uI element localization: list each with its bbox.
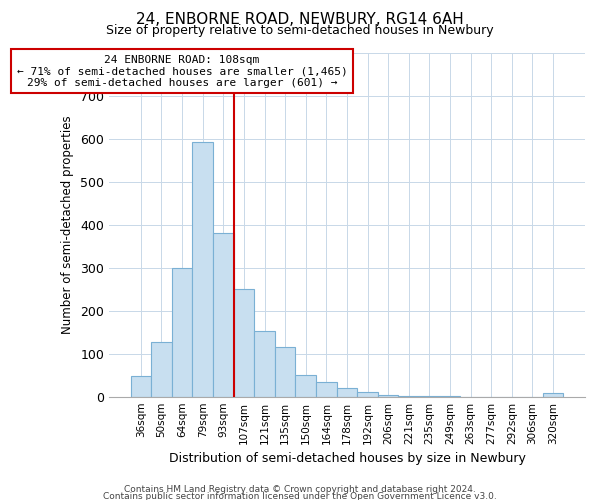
- Text: Contains public sector information licensed under the Open Government Licence v3: Contains public sector information licen…: [103, 492, 497, 500]
- Text: 24, ENBORNE ROAD, NEWBURY, RG14 6AH: 24, ENBORNE ROAD, NEWBURY, RG14 6AH: [136, 12, 464, 28]
- Bar: [172, 268, 193, 396]
- Text: Contains HM Land Registry data © Crown copyright and database right 2024.: Contains HM Land Registry data © Crown c…: [124, 484, 476, 494]
- Text: Size of property relative to semi-detached houses in Newbury: Size of property relative to semi-detach…: [106, 24, 494, 37]
- Bar: [131, 376, 151, 396]
- Bar: [151, 342, 172, 396]
- Bar: [295, 375, 316, 396]
- Bar: [357, 392, 378, 396]
- Bar: [254, 332, 275, 396]
- X-axis label: Distribution of semi-detached houses by size in Newbury: Distribution of semi-detached houses by …: [169, 452, 526, 465]
- Bar: [233, 289, 254, 397]
- Bar: [337, 388, 357, 396]
- Bar: [378, 394, 398, 396]
- Bar: [213, 233, 233, 396]
- Bar: [193, 142, 213, 397]
- Bar: [543, 393, 563, 396]
- Text: 24 ENBORNE ROAD: 108sqm
← 71% of semi-detached houses are smaller (1,465)
29% of: 24 ENBORNE ROAD: 108sqm ← 71% of semi-de…: [17, 54, 347, 88]
- Y-axis label: Number of semi-detached properties: Number of semi-detached properties: [61, 116, 74, 334]
- Bar: [275, 347, 295, 397]
- Bar: [316, 382, 337, 396]
